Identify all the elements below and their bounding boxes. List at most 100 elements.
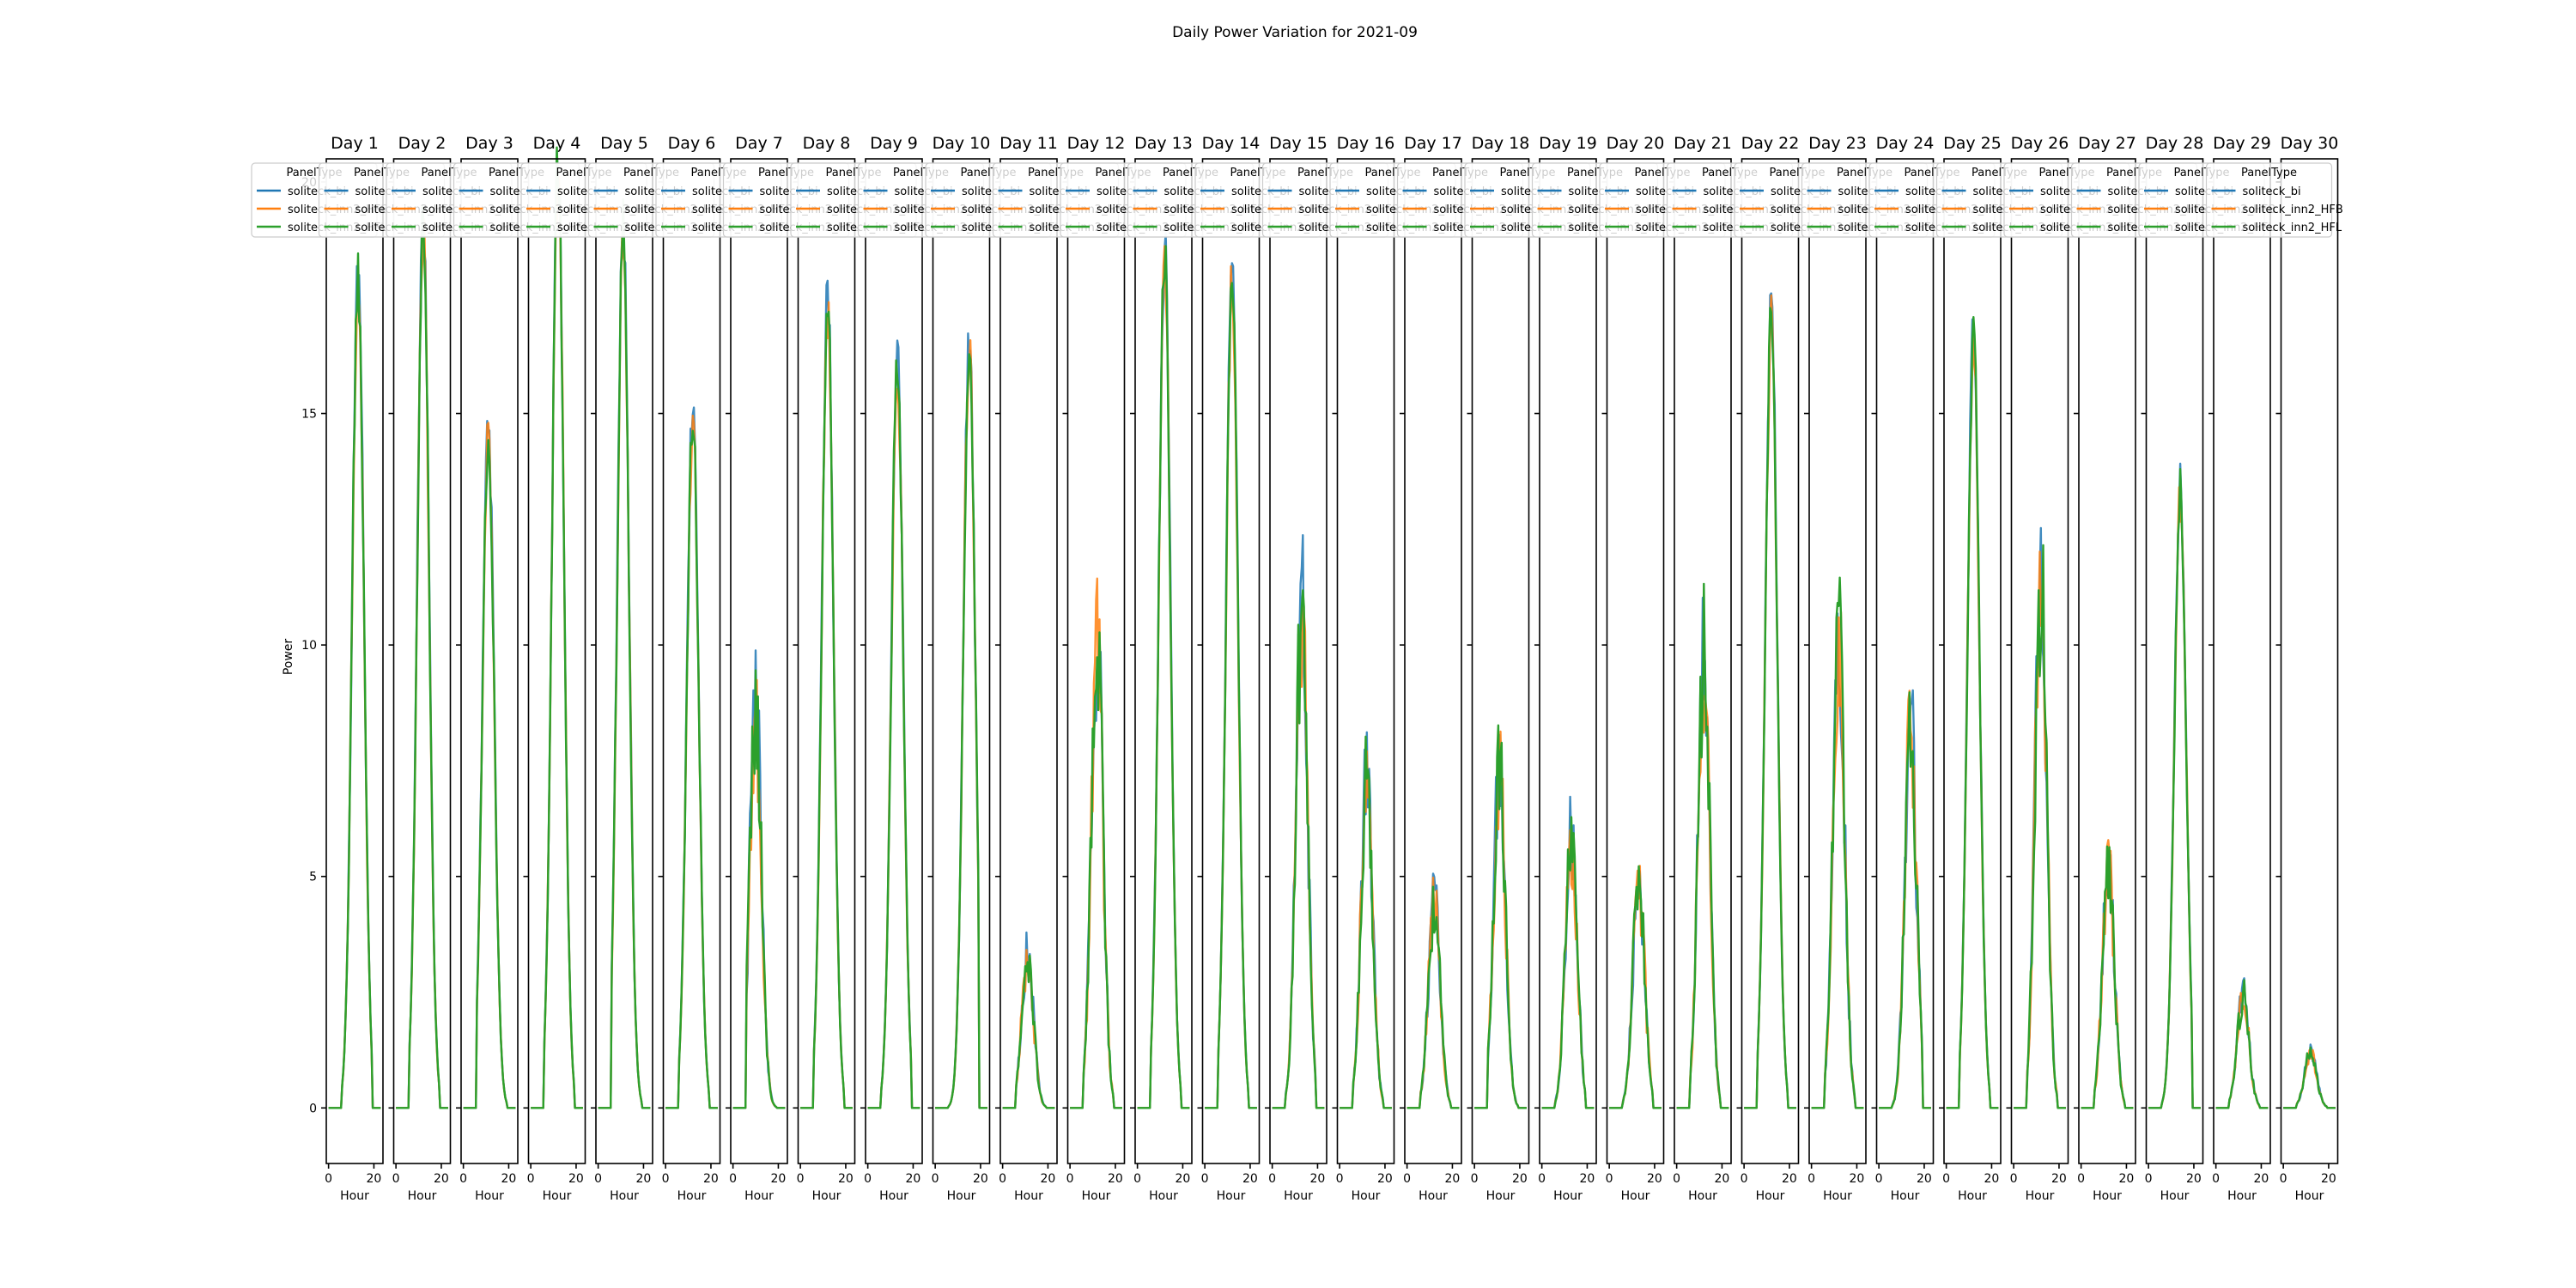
- day-panel: Day 7020HourPanelTypesoliteck_bisoliteck…: [655, 134, 793, 1203]
- panel-frame: [2280, 158, 2339, 1164]
- x-tick-label: 20: [2119, 1172, 2135, 1186]
- x-tick-label: 0: [459, 1172, 467, 1186]
- x-axis-label: Hour: [1419, 1189, 1448, 1203]
- y-tick-label: 0: [309, 1102, 317, 1115]
- x-tick-label: 20: [1377, 1172, 1393, 1186]
- series-line-soliteck_inn2_HFB: [1137, 245, 1190, 1109]
- day-panel: Day 9020HourPanelTypesoliteck_bisoliteck…: [790, 134, 927, 1203]
- panel-title: Day 11: [999, 134, 1058, 153]
- x-tick-label: 0: [1741, 1172, 1748, 1186]
- series-line-soliteck_inn2_HFL: [2014, 544, 2066, 1109]
- x-axis-label: Hour: [1621, 1189, 1650, 1203]
- day-panel: Day 5020HourPanelTypesoliteck_bisoliteck…: [520, 134, 658, 1203]
- x-tick-label: 0: [527, 1172, 535, 1186]
- series-line-soliteck_inn2_HFL: [800, 310, 853, 1109]
- series-line-soliteck_inn2_HFL: [531, 146, 583, 1109]
- x-tick-label: 20: [434, 1172, 449, 1186]
- series-line-soliteck_bi: [1272, 534, 1325, 1109]
- x-tick-label: 20: [1041, 1172, 1056, 1186]
- series-line-soliteck_bi: [531, 149, 583, 1109]
- panel-title: Day 12: [1067, 134, 1126, 153]
- x-tick-label: 0: [325, 1172, 332, 1186]
- day-panel: Day 6020HourPanelTypesoliteck_bisoliteck…: [587, 134, 726, 1203]
- x-axis-label: Hour: [610, 1189, 639, 1203]
- x-tick-label: 20: [1647, 1172, 1662, 1186]
- panel-title: Day 8: [803, 134, 851, 153]
- day-panel: Day 18020HourPanelTypesoliteck_bisolitec…: [1396, 134, 1534, 1203]
- x-tick-label: 0: [729, 1172, 737, 1186]
- day-panel: Day 4020HourPanelTypesoliteck_bisoliteck…: [453, 134, 591, 1203]
- x-tick-label: 20: [501, 1172, 517, 1186]
- x-tick-label: 0: [1538, 1172, 1546, 1186]
- x-axis-label: Hour: [340, 1189, 369, 1203]
- panel-title: Day 21: [1674, 134, 1732, 153]
- x-axis-label: Hour: [1284, 1189, 1313, 1203]
- day-panel: Day 8020HourPanelTypesoliteck_bisoliteck…: [722, 134, 860, 1203]
- day-panel: Day 29020HourPanelTypesoliteck_bisolitec…: [2138, 134, 2275, 1203]
- panel-frame: [1201, 158, 1261, 1164]
- x-tick-label: 0: [1606, 1172, 1613, 1186]
- x-tick-label: 0: [1807, 1172, 1815, 1186]
- series-line-soliteck_inn2_HFL: [1002, 954, 1055, 1109]
- series-line-soliteck_inn2_HFB: [531, 175, 583, 1109]
- x-axis-label: Hour: [2227, 1189, 2257, 1203]
- day-panel: Day 25020HourPanelTypesoliteck_bisolitec…: [1868, 134, 2006, 1203]
- panel-title: Day 15: [1269, 134, 1327, 153]
- x-tick-label: 0: [662, 1172, 670, 1186]
- figure-suptitle: Daily Power Variation for 2021-09: [1172, 24, 1418, 41]
- day-panel: Day 30 0 20 Hour PanelType soliteck_bisolitec…: [2205, 134, 2343, 1203]
- day-panel: Day 3020HourPanelTypesoliteck_bisoliteck…: [386, 134, 523, 1203]
- panel-title: Day 24: [1876, 134, 1935, 153]
- panel-title: Day 19: [1539, 134, 1597, 153]
- day-panel: Day 2020HourPanelTypesoliteck_bisoliteck…: [318, 134, 456, 1203]
- x-tick-label: 0: [1268, 1172, 1276, 1186]
- x-tick-label: 20: [1580, 1172, 1595, 1186]
- panel-title: Day 26: [2011, 134, 2069, 153]
- panel-title: Day 3: [465, 134, 513, 153]
- panel-title: Day 29: [2213, 134, 2271, 153]
- x-tick-label: 0: [1875, 1172, 1883, 1186]
- panel-title: Day 13: [1134, 134, 1193, 153]
- panel-title: Day 14: [1202, 134, 1261, 153]
- panel-frame: [1808, 158, 1867, 1164]
- panel-frame: [1539, 158, 1597, 1164]
- series-line-soliteck_inn2_HFB: [1744, 294, 1796, 1109]
- series-line-soliteck_inn2_HFL: [665, 429, 718, 1109]
- x-tick-label: 20: [838, 1172, 854, 1186]
- day-panel: Day 20020HourPanelTypesoliteck_bisolitec…: [1531, 134, 1669, 1203]
- y-tick-label: 10: [301, 639, 317, 653]
- x-tick-label: 0: [2077, 1172, 2085, 1186]
- panel-title: Day 20: [1607, 134, 1665, 153]
- x-tick-label: 20: [703, 1172, 719, 1186]
- x-tick-label: 20: [367, 1172, 382, 1186]
- legend-entry: soliteck_inn2_HFL: [2243, 222, 2342, 234]
- x-tick-label: 0: [932, 1172, 939, 1186]
- series-line-soliteck_inn2_HFL: [1137, 245, 1190, 1109]
- series-line-soliteck_bi: [1205, 262, 1257, 1109]
- x-tick-label: 0: [594, 1172, 602, 1186]
- series-line-soliteck_inn2_HFL: [328, 252, 381, 1109]
- panel-title: Day 9: [870, 134, 918, 153]
- panel-frame: [1066, 158, 1126, 1164]
- series-line-soliteck_bi: [1541, 795, 1595, 1109]
- day-panel: Day 17020HourPanelTypesoliteck_bisolitec…: [1329, 134, 1467, 1203]
- panel-title: Day 4: [533, 134, 581, 153]
- series-line-soliteck_inn2_HFB: [1676, 694, 1729, 1109]
- panel-title: Day 30: [2281, 134, 2339, 153]
- panel-frame: [595, 158, 653, 1164]
- x-tick-label: 20: [1310, 1172, 1326, 1186]
- series-line-soliteck_inn2_HFL: [1406, 885, 1460, 1109]
- series-line-soliteck_inn2_HFL: [732, 669, 786, 1109]
- x-axis-label: Hour: [1352, 1189, 1381, 1203]
- x-tick-label: 0: [2145, 1172, 2153, 1186]
- series-line-soliteck_bi: [665, 406, 718, 1109]
- day-panel: Day 22020HourPanelTypesoliteck_bisolitec…: [1666, 134, 1804, 1203]
- series-line-soliteck_inn2_HFL: [1744, 307, 1796, 1109]
- x-tick-label: 20: [636, 1172, 652, 1186]
- panel-frame: [797, 158, 856, 1164]
- x-axis-label: Hour: [1149, 1189, 1178, 1203]
- x-tick-label: 0: [1471, 1172, 1479, 1186]
- panel-title: Day 18: [1472, 134, 1530, 153]
- series-line-soliteck_inn2_HFL: [1474, 724, 1527, 1109]
- panel-frame: [1404, 158, 1462, 1164]
